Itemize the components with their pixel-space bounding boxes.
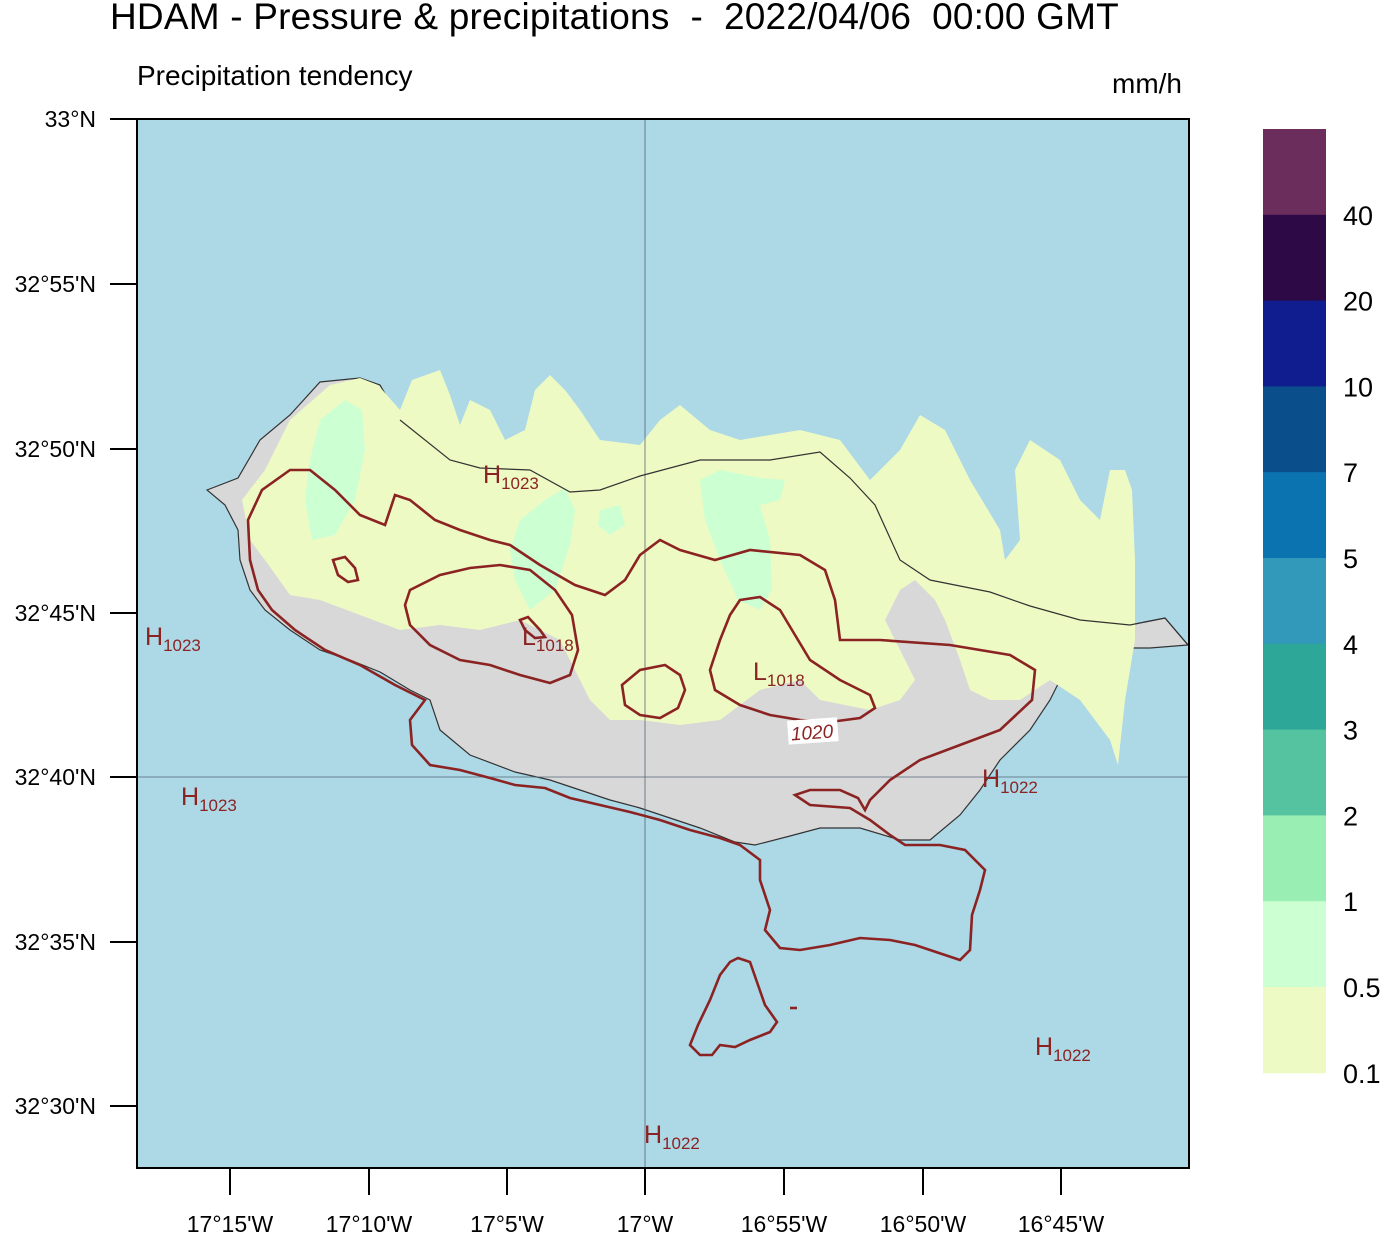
lat-label: 32°40'N [15, 764, 96, 790]
colorbar-label: 20 [1343, 287, 1373, 317]
colorbar-label: 0.1 [1343, 1059, 1381, 1089]
colorbar-swatch [1263, 901, 1326, 988]
lat-label: 33°N [45, 106, 96, 132]
pressure-marker-h-1022-southeast: H1022 [1035, 1033, 1091, 1065]
pressure-marker-h-1022-south: H1022 [644, 1121, 700, 1153]
precip-area-green-4 [598, 505, 625, 535]
lon-label: 17°5'W [470, 1211, 544, 1234]
lat-label: 32°35'N [15, 929, 96, 955]
isobar-1020 [403, 563, 580, 685]
isobar-small-ring-3 [518, 615, 548, 640]
longitude-axis [229, 1168, 1062, 1195]
colorbar-swatch [1263, 987, 1326, 1074]
island-boundary-line [399, 419, 1189, 646]
isobar-small-ring-1 [620, 663, 687, 720]
colorbar-label: 2 [1343, 801, 1358, 831]
colorbar-label: 10 [1343, 372, 1373, 402]
contour-label-1020: 1020 [787, 717, 839, 745]
lon-label: 16°55'W [741, 1211, 828, 1234]
colorbar-label: 0.5 [1343, 973, 1381, 1003]
colorbar-swatch [1263, 129, 1326, 216]
colorbar-swatch [1263, 386, 1326, 473]
lat-label: 32°50'N [15, 436, 96, 462]
pressure-marker-l-1018-east: L1018 [753, 658, 805, 690]
isobar-group [246, 468, 1037, 1057]
colorbar-label: 4 [1343, 630, 1358, 660]
colorbar-label: 5 [1343, 544, 1358, 574]
colorbar-label: 1 [1343, 887, 1358, 917]
lon-label: 17°15'W [187, 1211, 274, 1234]
isobar-1020-east [708, 595, 877, 724]
colorbar-swatch [1263, 214, 1326, 302]
colorbar-label: 3 [1343, 716, 1358, 746]
units-label: mm/h [1112, 68, 1182, 99]
precip-area-light [242, 370, 1135, 765]
precip-area-green-3 [700, 470, 785, 610]
pressure-marker-h-1023-southwest: H1023 [181, 783, 237, 815]
pressure-marker-l-1018-west: L1018 [522, 623, 574, 655]
lon-label: 16°50'W [880, 1211, 967, 1234]
lat-label: 32°30'N [15, 1093, 96, 1119]
lon-label: 17°W [617, 1211, 674, 1234]
pressure-marker-h-1023-west: H1023 [145, 623, 201, 655]
map-subtitle: Precipitation tendency [137, 60, 413, 91]
map-title: HDAM - Pressure & precipitations - 2022/… [110, 0, 1119, 37]
map-frame [136, 118, 1190, 1169]
colorbar-swatch [1263, 300, 1326, 387]
colorbar-swatch [1263, 729, 1326, 816]
colorbar-label: 40 [1343, 201, 1373, 231]
lon-label: 17°10'W [326, 1211, 413, 1234]
pressure-marker-h-1023-north: H1023 [483, 461, 539, 493]
latitude-axis [110, 118, 137, 1107]
lat-label: 32°55'N [15, 271, 96, 297]
lon-label: 16°45'W [1018, 1211, 1105, 1234]
lat-label: 32°45'N [15, 600, 96, 626]
colorbar: 40 20 10 7 5 4 3 2 1 0.5 0.1 [1263, 129, 1381, 1089]
pressure-marker-h-1022-east: H1022 [982, 765, 1038, 797]
precip-area-green-2 [510, 488, 575, 610]
isobar-1023-outer [246, 468, 1037, 962]
colorbar-swatch [1263, 558, 1326, 645]
colorbar-swatch [1263, 643, 1326, 731]
isobar-small-ring-2 [331, 555, 360, 584]
isobar-desertas-ring [688, 956, 779, 1057]
colorbar-swatch [1263, 815, 1326, 902]
contour-label-text: 1020 [790, 722, 834, 746]
colorbar-label: 7 [1343, 458, 1358, 488]
colorbar-swatch [1263, 472, 1326, 559]
